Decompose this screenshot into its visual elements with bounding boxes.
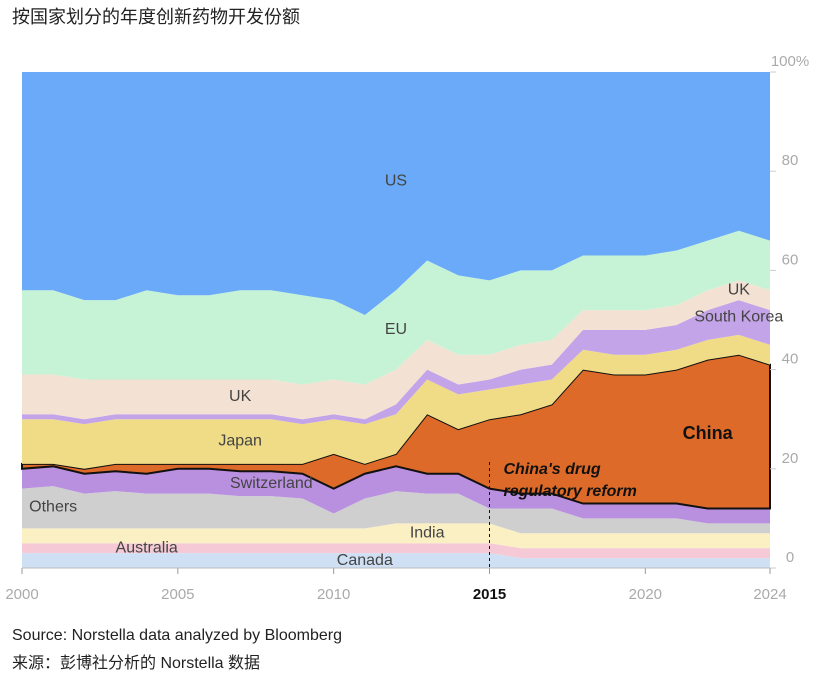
area: [22, 334, 770, 469]
area: [22, 523, 770, 549]
y-tick-label: 100%: [771, 53, 809, 70]
x-tick-label: 2024: [753, 586, 786, 603]
series-label: EU: [385, 321, 407, 338]
y-tick-label: 20: [782, 450, 799, 467]
source: Source: Norstella data analyzed by Bloom…: [12, 627, 342, 644]
y-tick-label: 40: [782, 351, 799, 368]
series-label: Others: [29, 498, 77, 515]
chart-title: 按国家划分的年度创新药物开发份额: [12, 7, 300, 27]
series-label: UK: [229, 388, 252, 405]
series-label: India: [410, 524, 445, 541]
series-label: Australia: [116, 539, 178, 556]
y-tick-label: 80: [782, 152, 799, 169]
annotation: China's drug: [504, 461, 601, 478]
area: [22, 280, 770, 420]
area: [22, 543, 770, 559]
x-tick-label: 2010: [317, 586, 350, 603]
area: [22, 230, 770, 385]
series-label: US: [385, 172, 407, 189]
y-tick-label: 60: [782, 251, 799, 268]
series-label: Canada: [337, 552, 393, 569]
series-label: UK: [728, 281, 751, 298]
area: [22, 300, 770, 425]
annotation: regulatory reform: [504, 483, 637, 500]
series-label: Japan: [218, 433, 262, 450]
source-cn: 来源：彭博社分析的 Norstella 数据: [12, 654, 260, 672]
x-tick-label: 2005: [161, 586, 194, 603]
area: [22, 553, 770, 568]
x-tick-label: 2000: [5, 586, 38, 603]
series-label: Switzerland: [230, 475, 313, 492]
area: [22, 466, 770, 524]
x-tick-label: 2015: [473, 586, 506, 603]
x-tick-label: 2020: [629, 586, 662, 603]
y-tick-label: 0: [786, 549, 794, 566]
area: [22, 486, 770, 534]
series-label: China: [683, 423, 734, 443]
series-label: South Korea: [694, 309, 783, 326]
area: [22, 72, 770, 316]
